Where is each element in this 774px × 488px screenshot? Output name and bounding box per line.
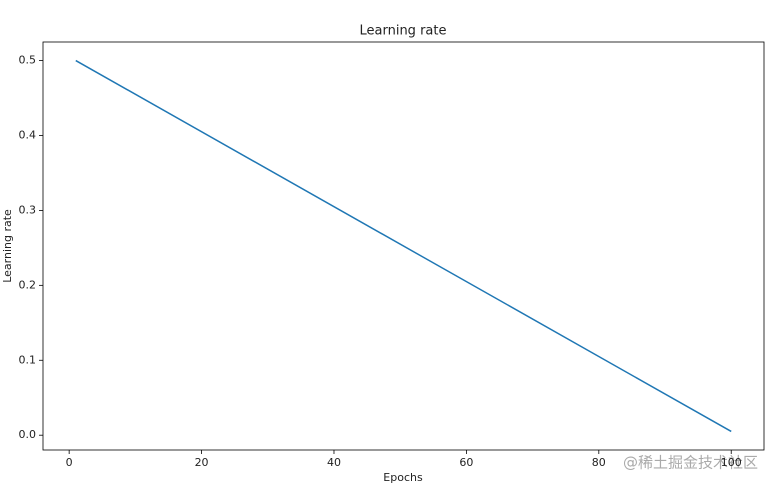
- x-tick-label: 0: [66, 456, 73, 469]
- x-tick-label: 20: [195, 456, 209, 469]
- x-tick-label: 80: [592, 456, 606, 469]
- y-tick-label: 0.2: [19, 278, 37, 291]
- y-tick-label: 0.4: [19, 128, 37, 141]
- x-tick-label: 40: [327, 456, 341, 469]
- line-series: [75, 59, 732, 433]
- y-tick-label: 0.0: [19, 428, 37, 441]
- y-tick-label: 0.3: [19, 203, 37, 216]
- axes-frame: [42, 41, 765, 451]
- x-axis-label: Epochs: [383, 471, 423, 484]
- x-tick-label: 60: [459, 456, 473, 469]
- y-tick-label: 0.5: [19, 54, 37, 67]
- watermark: @稀土掘金技术社区: [623, 454, 758, 472]
- y-tick-label: 0.1: [19, 353, 37, 366]
- chart-title: Learning rate: [360, 24, 447, 39]
- y-axis-label: Learning rate: [1, 209, 14, 283]
- x-tick-label: 100: [721, 456, 742, 469]
